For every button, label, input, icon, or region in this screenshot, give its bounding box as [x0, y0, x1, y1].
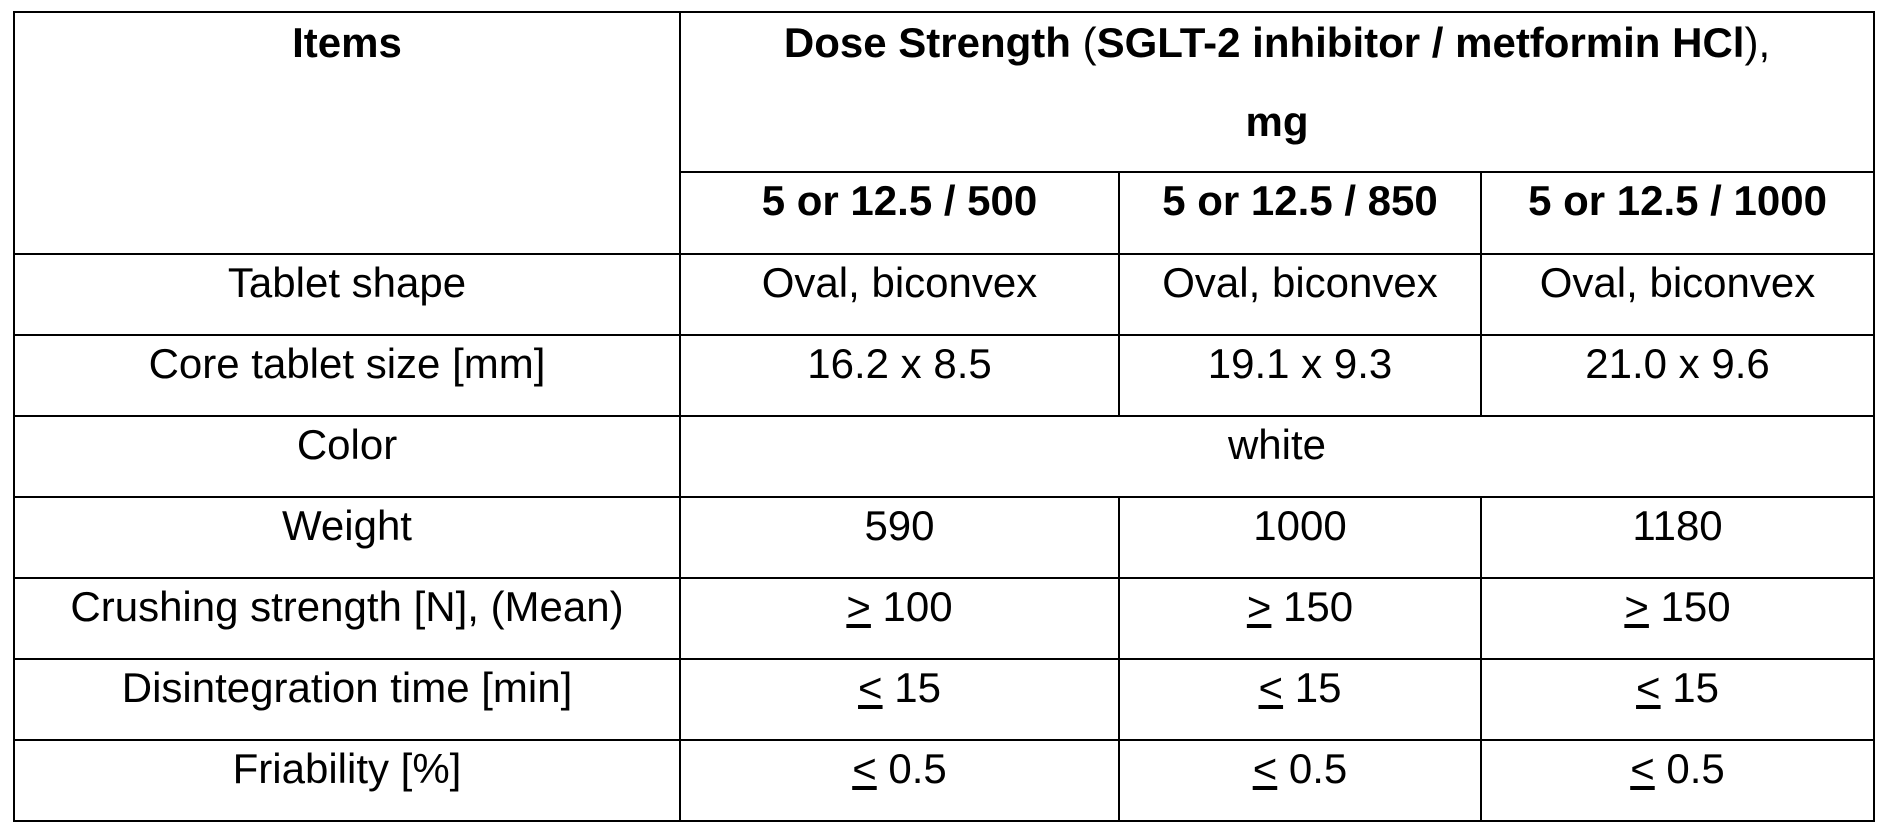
strength-header-cell: 5 or 12.5 / 850	[1119, 172, 1481, 254]
cell-value: 590	[687, 498, 1112, 552]
value-cell: Oval, biconvex	[680, 254, 1119, 335]
value-cell: 21.0 x 9.6	[1481, 335, 1874, 416]
cell-value: < 0.5	[1488, 741, 1867, 795]
cell-number: 0.5	[1655, 745, 1725, 792]
value-cell: Oval, biconvex	[1119, 254, 1481, 335]
less-or-equal-symbol: <	[1630, 745, 1655, 792]
cell-value: > 100	[687, 579, 1112, 633]
cell-value: > 150	[1126, 579, 1474, 633]
less-or-equal-symbol: <	[858, 664, 883, 711]
greater-or-equal-symbol: >	[1624, 583, 1649, 630]
cell-value: 19.1 x 9.3	[1126, 336, 1474, 390]
merged-value-cell: white	[680, 416, 1874, 497]
less-or-equal-symbol: <	[1636, 664, 1661, 711]
table-row-core-tablet-size: Core tablet size [mm] 16.2 x 8.5 19.1 x …	[14, 335, 1874, 416]
cell-number: 15	[883, 664, 941, 711]
value-cell: > 150	[1481, 578, 1874, 659]
table-row-crushing-strength: Crushing strength [N], (Mean) > 100 > 15…	[14, 578, 1874, 659]
value-cell: < 0.5	[680, 740, 1119, 821]
items-header: Items	[21, 13, 673, 69]
row-label-cell: Tablet shape	[14, 254, 680, 335]
strength-header-cell: 5 or 12.5 / 500	[680, 172, 1119, 254]
strength-header: 5 or 12.5 / 500	[687, 173, 1112, 227]
cell-value: 1180	[1488, 498, 1867, 552]
cell-value: 21.0 x 9.6	[1488, 336, 1867, 390]
row-label: Weight	[21, 498, 673, 552]
cell-value: Oval, biconvex	[1126, 255, 1474, 309]
value-cell: > 150	[1119, 578, 1481, 659]
dose-strength-paren-close: ),	[1744, 19, 1770, 66]
greater-or-equal-symbol: >	[846, 583, 871, 630]
value-cell: > 100	[680, 578, 1119, 659]
cell-number: 0.5	[877, 745, 947, 792]
table-row-weight: Weight 590 1000 1180	[14, 497, 1874, 578]
cell-number: 15	[1283, 664, 1341, 711]
value-cell: < 15	[1119, 659, 1481, 740]
row-label-cell: Color	[14, 416, 680, 497]
row-label-cell: Weight	[14, 497, 680, 578]
header-row-top: Items Dose Strength (SGLT-2 inhibitor / …	[14, 12, 1874, 172]
cell-number: 150	[1271, 583, 1353, 630]
value-cell: 590	[680, 497, 1119, 578]
value-cell: 19.1 x 9.3	[1119, 335, 1481, 416]
items-header-cell: Items	[14, 12, 680, 254]
cell-number: 0.5	[1277, 745, 1347, 792]
table-row-color: Color white	[14, 416, 1874, 497]
table-row-disintegration-time: Disintegration time [min] < 15 < 15 < 15	[14, 659, 1874, 740]
cell-value: 1000	[1126, 498, 1474, 552]
value-cell: < 15	[680, 659, 1119, 740]
greater-or-equal-symbol: >	[1247, 583, 1272, 630]
cell-value: > 150	[1488, 579, 1867, 633]
specification-table: Items Dose Strength (SGLT-2 inhibitor / …	[13, 11, 1875, 822]
row-label-cell: Crushing strength [N], (Mean)	[14, 578, 680, 659]
cell-value: < 15	[687, 660, 1112, 714]
dose-strength-drug-names: SGLT-2 inhibitor / metformin HCl	[1097, 19, 1745, 66]
value-cell: Oval, biconvex	[1481, 254, 1874, 335]
row-label-cell: Friability [%]	[14, 740, 680, 821]
strength-header: 5 or 12.5 / 1000	[1488, 173, 1867, 227]
table-row-friability: Friability [%] < 0.5 < 0.5 < 0.5	[14, 740, 1874, 821]
dose-strength-paren-open: (	[1071, 19, 1097, 66]
table-row-tablet-shape: Tablet shape Oval, biconvex Oval, biconv…	[14, 254, 1874, 335]
strength-header-cell: 5 or 12.5 / 1000	[1481, 172, 1874, 254]
value-cell: < 15	[1481, 659, 1874, 740]
cell-value: < 15	[1126, 660, 1474, 714]
cell-value: Oval, biconvex	[1488, 255, 1867, 309]
value-cell: < 0.5	[1481, 740, 1874, 821]
value-cell: 1000	[1119, 497, 1481, 578]
value-cell: < 0.5	[1119, 740, 1481, 821]
cell-number: 100	[871, 583, 953, 630]
less-or-equal-symbol: <	[1259, 664, 1284, 711]
less-or-equal-symbol: <	[1253, 745, 1278, 792]
dose-strength-unit: mg	[687, 96, 1867, 148]
dose-strength-header-cell: Dose Strength (SGLT-2 inhibitor / metfor…	[680, 12, 1874, 172]
value-cell: 1180	[1481, 497, 1874, 578]
strength-header: 5 or 12.5 / 850	[1126, 173, 1474, 227]
less-or-equal-symbol: <	[852, 745, 877, 792]
dose-strength-title-label: Dose Strength	[784, 19, 1071, 66]
row-label: Tablet shape	[21, 255, 673, 309]
cell-value: Oval, biconvex	[687, 255, 1112, 309]
row-label-cell: Disintegration time [min]	[14, 659, 680, 740]
cell-value: white	[687, 417, 1867, 471]
row-label: Crushing strength [N], (Mean)	[21, 579, 673, 633]
value-cell: 16.2 x 8.5	[680, 335, 1119, 416]
cell-value: 16.2 x 8.5	[687, 336, 1112, 390]
cell-value: < 0.5	[687, 741, 1112, 795]
cell-number: 15	[1661, 664, 1719, 711]
row-label: Core tablet size [mm]	[21, 336, 673, 390]
row-label: Disintegration time [min]	[21, 660, 673, 714]
cell-number: 150	[1649, 583, 1731, 630]
dose-strength-title: Dose Strength (SGLT-2 inhibitor / metfor…	[687, 17, 1867, 69]
cell-value: < 15	[1488, 660, 1867, 714]
row-label: Friability [%]	[21, 741, 673, 795]
row-label: Color	[21, 417, 673, 471]
cell-value: < 0.5	[1126, 741, 1474, 795]
row-label-cell: Core tablet size [mm]	[14, 335, 680, 416]
